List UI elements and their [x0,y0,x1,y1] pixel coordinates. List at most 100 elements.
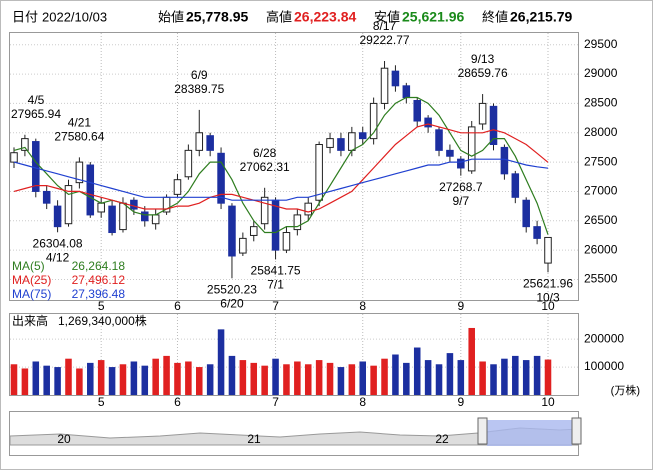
x-tick-label: 5 [98,299,105,313]
y-tick-label: 28500 [584,96,618,110]
x-tick-label: 6 [174,299,181,313]
volume-bar [294,361,301,395]
open: 25,778.95 [186,9,248,25]
volume-bar [544,359,552,395]
volume-bar [381,358,388,395]
y-tick-label: 26500 [584,213,618,227]
date-label: 日付 [12,9,38,24]
annotation-date: 4/21 [68,116,92,130]
candle-body [446,149,454,157]
candle-body [369,102,378,140]
annotation-value: 27580.64 [54,130,104,144]
candle-body [402,85,411,99]
volume-bar [130,361,138,395]
volume-bar [163,355,170,395]
volume-bar [370,365,377,395]
annotation-value: 26304.08 [33,236,83,250]
candle-body [500,146,509,175]
x-tick-label: 9 [457,395,464,409]
candle-body [75,161,84,184]
volume-bar [239,360,247,395]
y-tick-label: 29500 [584,37,618,51]
volume-unit: (万株) [611,383,640,397]
navigator-label: 20 [57,432,71,446]
volume-bar [392,354,399,395]
volume-bar [326,362,334,395]
candle-body [315,143,323,201]
candle-body [32,141,40,192]
volume-bar [76,368,83,395]
volume-bar [304,364,312,395]
candle-body [282,232,291,251]
candle-body [358,132,367,140]
navigator-handle-left[interactable] [477,417,488,445]
high-label: 高値 [266,9,292,24]
volume-bar [228,355,236,395]
volume-bar [490,364,497,395]
volume-bar [119,364,127,395]
volume-bar [217,329,225,395]
volume-panel [9,313,579,396]
candle-body [391,70,400,87]
volume-bar [479,361,486,395]
candle-body [457,158,465,169]
candle-body [511,173,520,198]
candle-body [489,105,498,145]
volume-bar [174,362,181,395]
ma-line [13,158,549,201]
ma-line [13,123,549,213]
candle-body [380,67,389,104]
candle-body [184,149,193,178]
volume-bar [403,362,410,395]
annotation-value: 27965.94 [11,107,61,121]
y-tick-label: 100000 [584,359,624,373]
volume-bar [108,367,116,395]
volume-bar [10,364,18,395]
low-label: 安値 [374,9,400,24]
volume-bar [272,358,279,395]
navigator-handle-right[interactable] [571,417,582,445]
volume-bar [424,360,432,395]
y-tick-label: 27000 [584,184,618,198]
candle-body [533,226,541,239]
annotation-date: 9/13 [471,52,495,66]
candle-body [293,214,302,231]
y-tick-label: 25500 [584,272,618,286]
candle-body [271,199,280,251]
annotation-date: 8/17 [373,19,397,33]
navigator-selection[interactable] [487,420,572,446]
volume-bar [468,327,475,395]
volume-bar [261,365,268,395]
volume-bar [337,367,345,395]
candle-body [228,205,236,257]
volume-bar [87,362,94,395]
candle-body [467,126,476,172]
y-tick-label: 28000 [584,125,618,139]
candle-body [304,202,313,216]
candle-body [544,236,552,264]
open-label: 始値 [158,9,184,24]
candle-body [249,226,258,236]
y-tick-label: 200000 [584,331,624,345]
annotation-value: 28389.75 [174,82,224,96]
volume-bar [435,364,443,395]
annotation-date: 6/28 [253,146,277,160]
candle-body [97,202,105,213]
annotation-value: 27062.31 [240,160,290,174]
volume-bar [54,367,61,395]
price-panel [9,32,579,301]
legend-name: MA(75) [12,287,51,301]
candle-body [10,152,18,163]
x-tick-label: 9 [457,299,464,313]
volume-bar [185,361,192,395]
volume-bar [195,367,203,395]
volume-bar [457,360,465,395]
candle-body [326,138,334,148]
candle-body [424,117,432,128]
x-tick-label: 6 [174,395,181,409]
annotation-date: 7/1 [267,278,284,292]
x-tick-label: 8 [359,299,366,313]
legend-value: 27,496.12 [72,273,126,287]
x-tick-label: 10 [541,299,555,313]
candle-body [151,214,160,225]
